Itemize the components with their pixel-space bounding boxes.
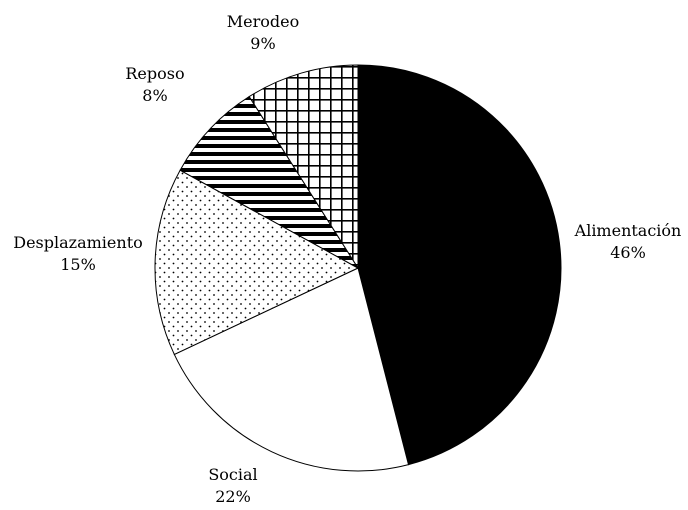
slice-label: Desplazamiento xyxy=(13,233,143,252)
pie-slices xyxy=(154,64,562,472)
pie-slice-desplazamiento xyxy=(154,169,360,356)
slice-label: Reposo xyxy=(125,64,184,83)
pie-slice-alimentaci-n xyxy=(357,64,562,466)
slice-label: Alimentación xyxy=(574,221,682,240)
slice-value-label: 46% xyxy=(610,243,646,262)
slice-value-label: 9% xyxy=(250,34,275,53)
slice-label: Social xyxy=(208,465,257,484)
pie-slice-reposo xyxy=(179,95,359,269)
slice-label: Merodeo xyxy=(227,12,299,31)
pie-slice-merodeo xyxy=(248,64,359,270)
slice-value-label: 15% xyxy=(60,255,96,274)
pie-labels: Alimentación 46% Social 22% Desplazamiento 15… xyxy=(13,12,681,506)
slice-value-label: 22% xyxy=(215,487,251,506)
slice-value-label: 8% xyxy=(142,86,167,105)
pie-slice-social xyxy=(173,267,410,472)
